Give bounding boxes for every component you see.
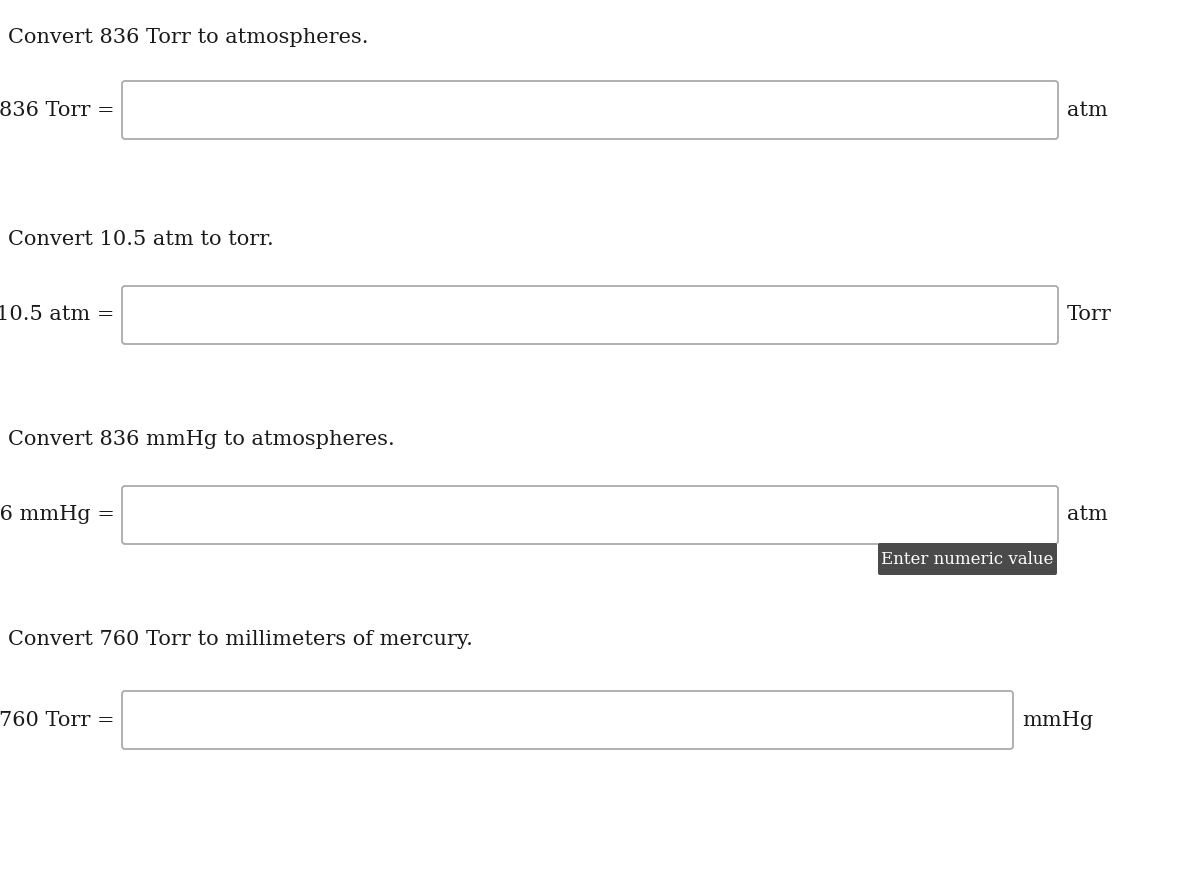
Text: 836 Torr =: 836 Torr = [0, 100, 115, 119]
Text: Convert 760 Torr to millimeters of mercury.: Convert 760 Torr to millimeters of mercu… [8, 630, 473, 649]
FancyBboxPatch shape [122, 81, 1058, 139]
FancyBboxPatch shape [122, 286, 1058, 344]
Text: atm: atm [1067, 506, 1108, 524]
Text: mmHg: mmHg [1022, 711, 1093, 730]
Text: Convert 10.5 atm to torr.: Convert 10.5 atm to torr. [8, 230, 274, 249]
Text: Torr: Torr [1067, 305, 1112, 324]
Text: 760 Torr =: 760 Torr = [0, 711, 115, 730]
Text: Convert 836 mmHg to atmospheres.: Convert 836 mmHg to atmospheres. [8, 430, 395, 449]
Text: Enter numeric value: Enter numeric value [881, 550, 1054, 568]
Text: 836 mmHg =: 836 mmHg = [0, 506, 115, 524]
Text: atm: atm [1067, 100, 1108, 119]
FancyBboxPatch shape [878, 543, 1057, 575]
Text: Convert 836 Torr to atmospheres.: Convert 836 Torr to atmospheres. [8, 28, 368, 47]
FancyBboxPatch shape [122, 691, 1013, 749]
FancyBboxPatch shape [122, 486, 1058, 544]
Text: 10.5 atm =: 10.5 atm = [0, 305, 115, 324]
